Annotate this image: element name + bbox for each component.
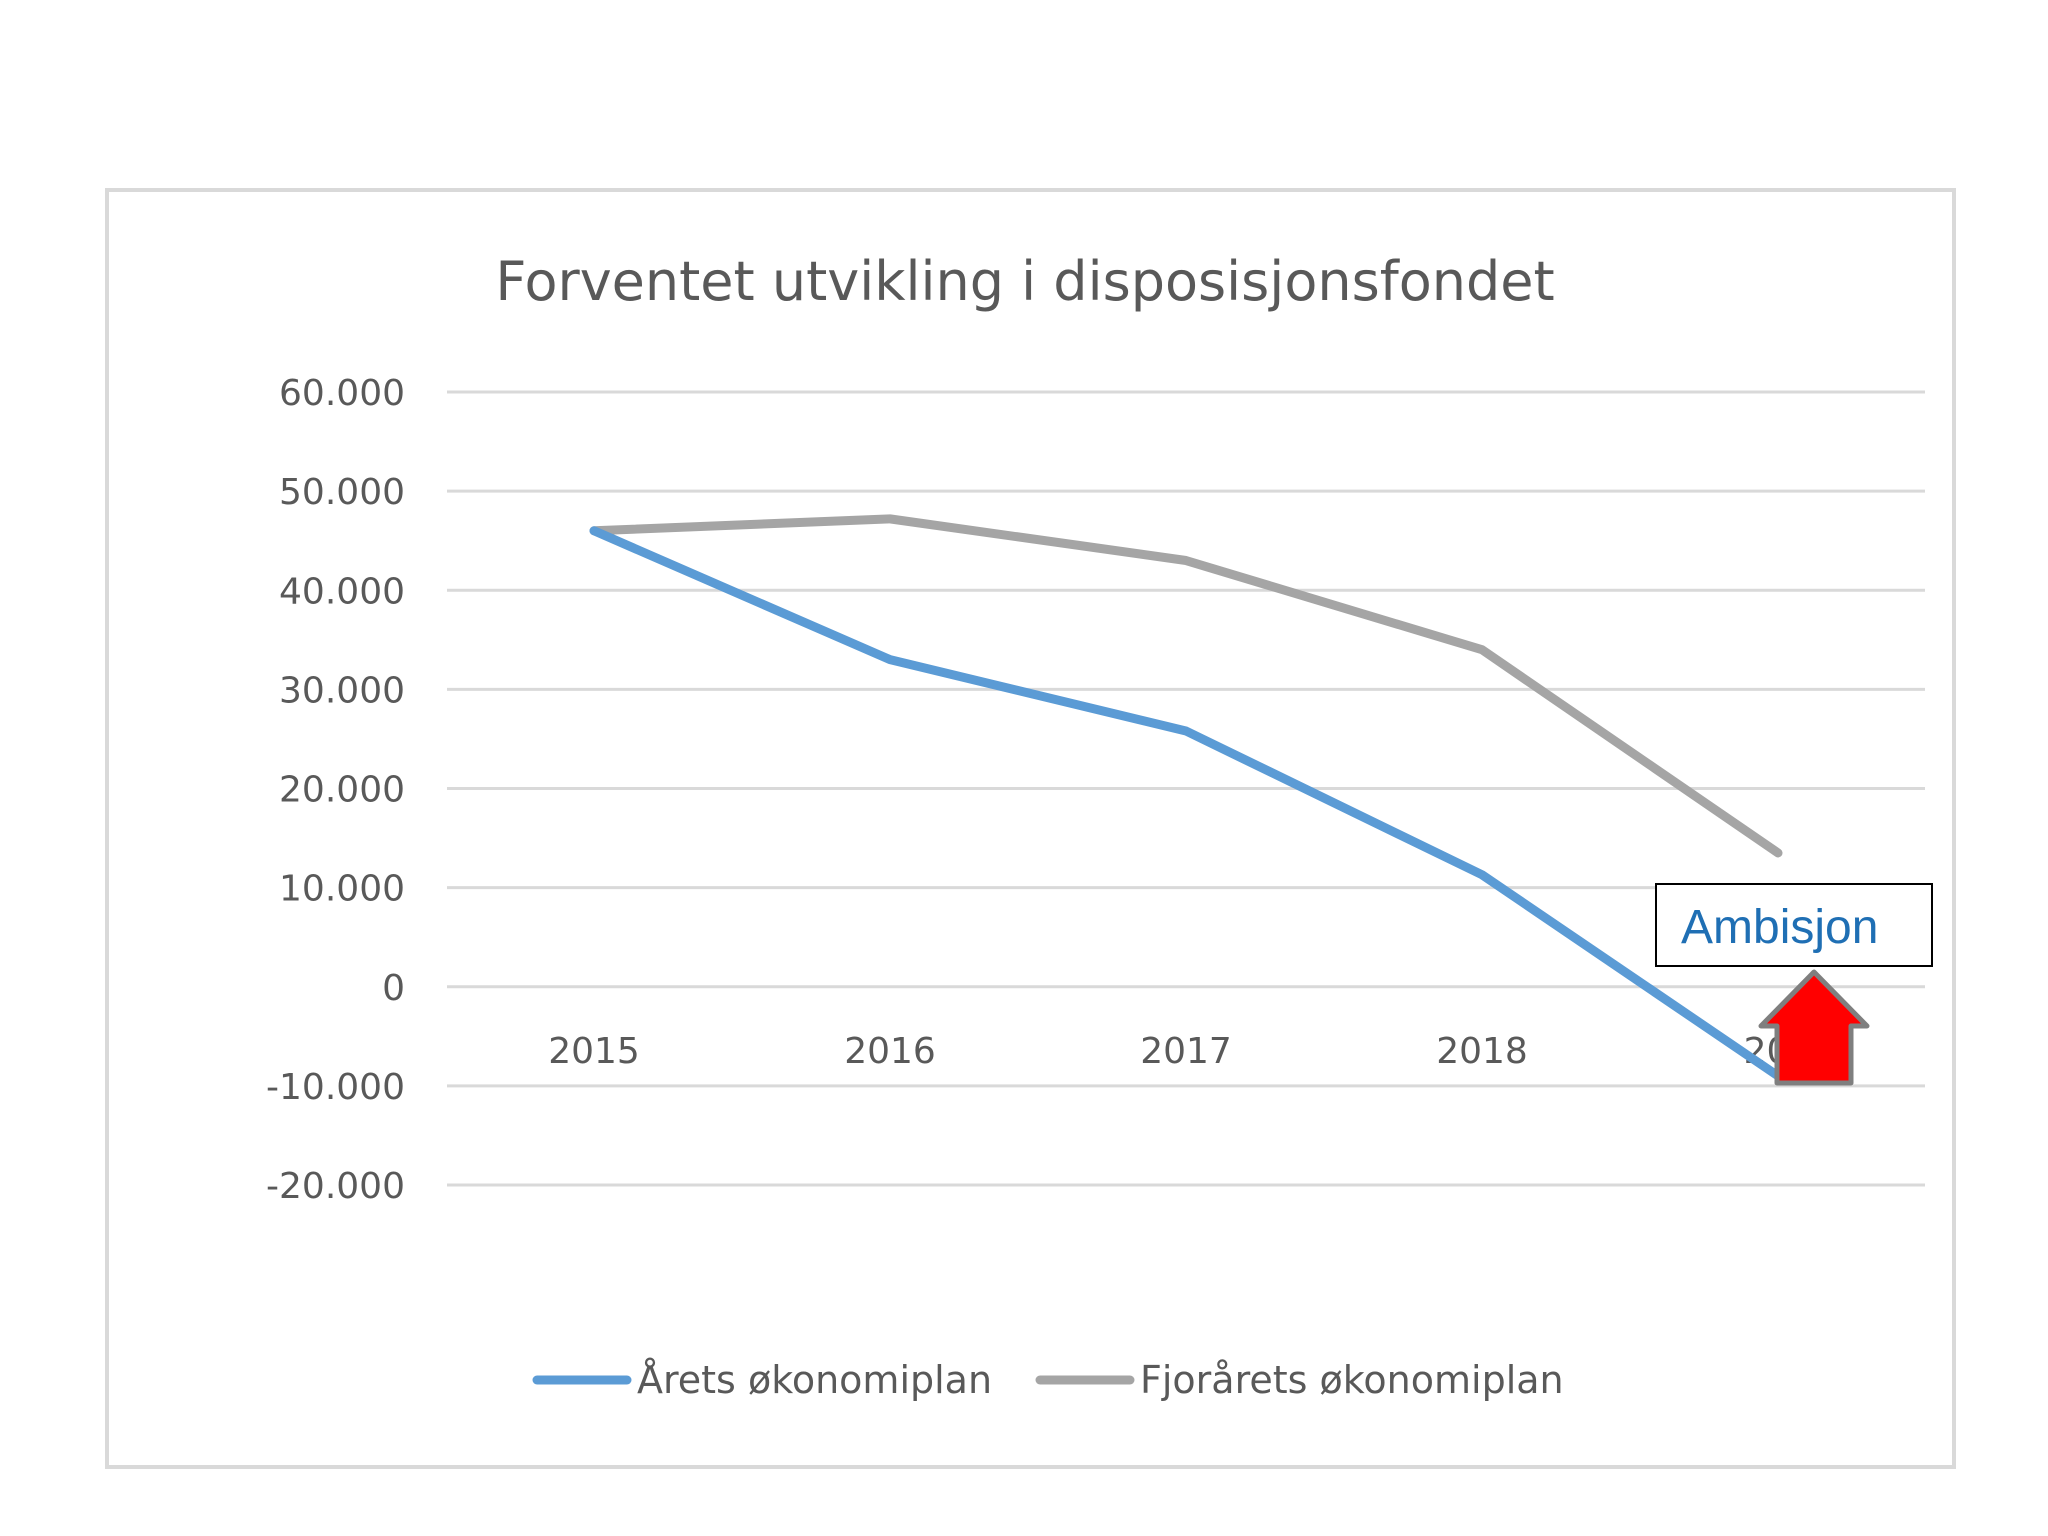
x-axis-ticks: 2015201620172018201 — [548, 1031, 1812, 1072]
legend-label: Fjorårets økonomiplan — [1140, 1358, 1564, 1402]
series-layer — [589, 514, 1783, 1081]
x-tick-label: 2018 — [1436, 1031, 1528, 1072]
x-tick-label: 2016 — [844, 1031, 936, 1072]
y-tick-label: 60.000 — [279, 373, 405, 414]
up-arrow-icon — [1758, 969, 1870, 1086]
annotation-label: Ambisjon — [1681, 901, 1878, 954]
y-tick-label: 20.000 — [279, 770, 405, 811]
y-axis-ticks: 60.000 50.000 40.000 30.000 20.000 10.000 0 -10… — [266, 373, 405, 1207]
annotation-box — [1655, 883, 1933, 967]
series-line-1 — [589, 526, 1783, 1081]
y-tick-label: -10.000 — [266, 1067, 405, 1108]
legend: Årets økonomiplan Fjorårets økonomiplan — [532, 1358, 1564, 1402]
y-tick-label: 50.000 — [279, 472, 405, 513]
chart-title: Forventet utvikling i disposisjonsfondet — [495, 250, 1554, 313]
legend-label: Årets økonomiplan — [637, 1358, 992, 1402]
annotation-layer: Ambisjon — [1655, 883, 1933, 1086]
y-tick-label: 10.000 — [279, 869, 405, 910]
y-tick-label: 0 — [382, 968, 405, 1009]
y-tick-label: 30.000 — [279, 670, 405, 711]
series-line-2 — [589, 514, 1783, 858]
x-tick-label: 2015 — [548, 1031, 640, 1072]
chart-frame — [105, 188, 1956, 1469]
x-tick-label: 2017 — [1140, 1031, 1232, 1072]
y-tick-label: -20.000 — [266, 1166, 405, 1207]
y-tick-label: 40.000 — [279, 571, 405, 612]
